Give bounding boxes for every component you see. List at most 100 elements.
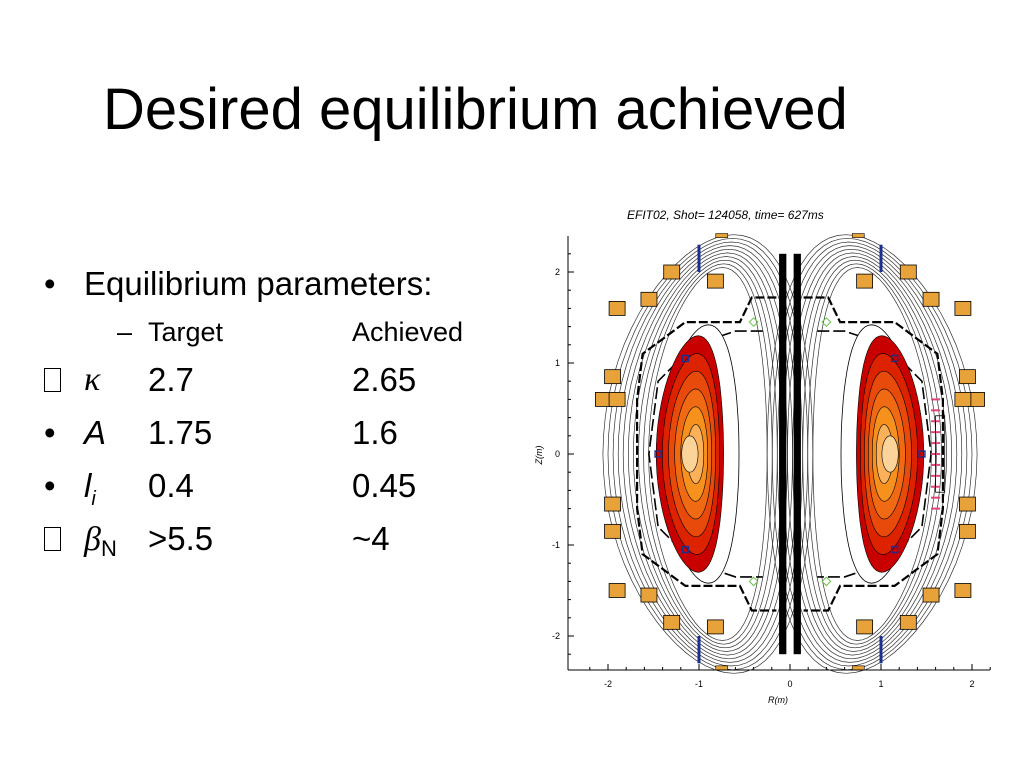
parameter-row-betaN: βN >5.5 ~4 [0, 517, 520, 561]
magnetic-probe [681, 545, 690, 554]
magnetic-probe [654, 450, 662, 458]
coil [959, 369, 976, 385]
kappa-achieved: 2.65 [352, 361, 417, 398]
diagnostic-probes [654, 244, 946, 664]
coil [856, 619, 874, 635]
x-tick-label: 2 [969, 679, 974, 689]
betaN-target: >5.5 [148, 520, 214, 557]
flux-line [802, 259, 942, 649]
beta-symbol-main: β [84, 521, 101, 558]
aspect-achieved: 1.6 [352, 414, 398, 451]
parameter-row-li: • li 0.4 0.45 [0, 464, 520, 510]
li-target: 0.4 [148, 467, 194, 504]
coil-small [715, 233, 729, 238]
field-coils [595, 233, 985, 671]
x-axis-label: R(m) [768, 695, 788, 705]
y-tick-label: -2 [552, 631, 560, 641]
plasma-contours-right [840, 324, 925, 584]
coil [856, 273, 874, 289]
magnetic-axis-core [881, 435, 899, 473]
y-tick-label: 1 [555, 358, 560, 368]
li-symbol: li [84, 464, 96, 521]
column-achieved-label: Achieved [352, 317, 464, 347]
flux-line [807, 263, 937, 645]
column-target-label: Target [148, 317, 224, 347]
x-tick-label: 0 [787, 679, 792, 689]
coil [954, 583, 972, 598]
heading-bullet-row: • Equilibrium parameters: [44, 262, 564, 306]
coil [922, 587, 940, 603]
parameters-heading: Equilibrium parameters: [84, 265, 433, 302]
vessel-wall [803, 296, 944, 612]
kappa-target: 2.7 [148, 361, 194, 398]
strike-point-marker [748, 317, 759, 327]
kappa-symbol: κ [84, 361, 101, 398]
x-tick-label: 1 [878, 679, 883, 689]
coil [608, 583, 626, 598]
equilibrium-plot: EFIT02, Shot= 124058, time= 627ms -2 -1 0 1… [534, 208, 991, 705]
strike-point-marker [821, 317, 832, 327]
x-tick-label: -1 [695, 679, 703, 689]
missing-glyph-icon [44, 517, 61, 561]
center-stack-right [793, 253, 801, 655]
bullet: • [44, 467, 56, 504]
sub-bullet-dash: – [117, 317, 133, 347]
strike-point-marker [821, 576, 832, 587]
li-achieved: 0.45 [352, 467, 417, 504]
beta-symbol-subscript: N [100, 536, 117, 561]
coil [954, 301, 972, 316]
parameter-row-aspect: • A 1.75 1.6 [0, 411, 520, 455]
column-header-row: – Target Achieved [0, 312, 520, 356]
rf-antenna-frame [935, 415, 946, 493]
coil [604, 496, 621, 512]
li-symbol-subscript: i [91, 488, 96, 510]
plasma-contours-left [655, 324, 740, 584]
li-symbol-main: l [84, 467, 92, 504]
x-tick-label: -2 [604, 679, 612, 689]
aspect-target: 1.75 [148, 414, 213, 451]
coil-small [851, 665, 865, 671]
magnetic-probe [918, 450, 926, 458]
magnetic-probe [890, 354, 899, 363]
coil [959, 496, 976, 512]
plot-title: EFIT02, Shot= 124058, time= 627ms [627, 208, 824, 222]
flux-line [766, 234, 978, 674]
flux-line [787, 248, 958, 660]
coil [608, 391, 626, 407]
coil [959, 523, 976, 539]
coil [640, 291, 658, 307]
coil [663, 614, 681, 630]
missing-glyph-icon [44, 358, 61, 402]
flux-line [812, 267, 932, 641]
coil-small [851, 233, 865, 238]
aspect-symbol: A [84, 414, 107, 451]
flux-line [792, 252, 953, 656]
coil [954, 391, 972, 407]
coil [604, 523, 621, 539]
magnetic-axis-core [681, 435, 699, 473]
center-stack-left [779, 253, 787, 655]
betaN-symbol: βN [84, 517, 117, 571]
y-tick-label: -1 [552, 540, 560, 550]
y-tick-label: 0 [555, 449, 560, 459]
coil [604, 369, 621, 385]
magnetic-probe [681, 354, 690, 363]
coil [663, 264, 681, 280]
y-axis-label: Z(m) [534, 446, 544, 466]
axis-ticks: -2 -1 0 1 2 2 1 0 -1 -2 [552, 267, 975, 689]
parameter-row-kappa: κ 2.7 2.65 [0, 358, 520, 402]
coil [922, 291, 940, 307]
coil [706, 619, 724, 635]
coil-small [715, 665, 729, 671]
strike-point-marker [748, 576, 759, 587]
bullet: • [44, 265, 56, 302]
magnetic-probe [890, 545, 899, 554]
coil [706, 273, 724, 289]
betaN-achieved: ~4 [352, 520, 390, 557]
coil [640, 587, 658, 603]
bullet: • [44, 414, 56, 451]
coil [608, 301, 626, 316]
slide-title: Desired equilibrium achieved [103, 77, 848, 142]
y-tick-label: 2 [555, 267, 560, 277]
coil [899, 614, 917, 630]
